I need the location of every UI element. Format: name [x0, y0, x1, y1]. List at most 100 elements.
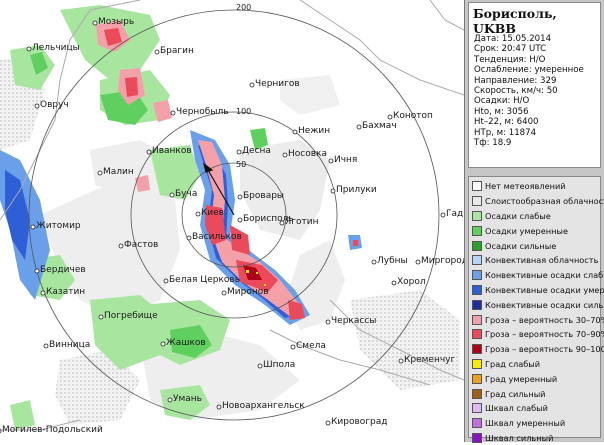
city-marker	[167, 397, 173, 403]
legend-item: Гроза – вероятность 70–90%	[469, 327, 604, 342]
city-label: Белая Церковь	[169, 275, 241, 285]
legend-item: Конвективные осадки слабые	[469, 268, 604, 283]
legend-swatch	[472, 210, 482, 221]
city-marker	[237, 217, 243, 223]
city-label: Шпола	[263, 360, 296, 370]
legend-label: Осадки сильные	[485, 240, 557, 251]
city-label: Бахмач	[362, 121, 397, 131]
city-label: Новоархангельск	[222, 401, 305, 411]
legend-swatch	[472, 270, 482, 281]
city-label: Чернобыль	[176, 107, 229, 117]
legend-item: Осадки сильные	[469, 238, 600, 253]
city-marker	[371, 259, 377, 265]
city-label: Фастов	[124, 240, 159, 250]
legend-item: Гроза – вероятность 30–70%	[469, 312, 604, 327]
city-marker	[398, 358, 404, 364]
legend-item: Град сильный	[469, 386, 600, 401]
city-marker	[325, 319, 331, 325]
info-line: Ослабление: умеренное	[474, 65, 584, 76]
city-label: Мозырь	[98, 17, 135, 27]
city-marker	[290, 344, 296, 350]
legend-swatch	[472, 432, 482, 443]
info-line: Ht–22, м: 6400	[474, 117, 539, 128]
city-marker	[26, 46, 32, 52]
city-label: Гадяч	[446, 209, 464, 219]
legend-label: Конвективные осадки умерен.	[485, 284, 604, 295]
city-marker	[163, 278, 169, 284]
city-marker	[356, 124, 362, 130]
station-parameters: Дата: 15.05.2014 Срок: 20:47 UTC Тенденция…	[469, 34, 584, 148]
city-label: Могилев-Подольский	[2, 425, 103, 435]
city-label: Кременчуг	[404, 355, 456, 365]
city-marker	[325, 420, 331, 426]
range-rings	[28, 9, 440, 421]
city-marker	[257, 363, 263, 369]
city-marker	[279, 220, 285, 226]
legend-item: Конвективные осадки сильные	[469, 297, 604, 312]
legend-label: Град сильный	[485, 388, 546, 399]
city-label: Лельчицы	[32, 43, 80, 53]
city-label: Носовка	[288, 149, 327, 159]
city-label: Конотоп	[393, 111, 433, 121]
legend-item: Град слабый	[469, 357, 600, 372]
legend-swatch	[472, 240, 482, 251]
city-marker	[292, 129, 298, 135]
city-label: Миргород	[421, 256, 464, 266]
city-marker	[249, 82, 255, 88]
legend-swatch	[472, 358, 482, 369]
city-label: Лубны	[377, 256, 408, 266]
legend-label: Осадки слабые	[485, 210, 551, 221]
city-marker	[40, 290, 46, 296]
info-line: Тенденция: Н/О	[474, 54, 546, 65]
legend-label: Гроза – вероятность 90–100%	[485, 344, 604, 355]
city-label: Винница	[49, 340, 91, 350]
legend-label: Град слабый	[485, 358, 541, 369]
info-line: Осадки: Н/О	[474, 96, 530, 107]
legend-item: Слоистообразная облачность	[469, 194, 604, 209]
city-marker	[146, 149, 152, 155]
legend-label: Нет метеоявлений	[485, 181, 566, 192]
legend-label: Град умеренный	[485, 373, 558, 384]
city-marker	[34, 103, 40, 109]
city-label: Овруч	[40, 100, 69, 110]
info-line: Тф: 18.9	[474, 138, 512, 149]
city-marker	[221, 290, 227, 296]
city-label: Малин	[103, 167, 134, 177]
city-marker	[391, 280, 397, 286]
city-label: Десна	[242, 146, 271, 156]
legend-item: Конвективная облачность	[469, 253, 600, 268]
city-label: Погребище	[104, 311, 158, 321]
info-line: Hto, м: 3056	[474, 106, 529, 117]
city-label: Васильков	[192, 232, 242, 242]
legend-label: Шквал сильный	[485, 432, 554, 443]
city-marker	[154, 49, 160, 55]
city-marker	[328, 158, 334, 164]
city-marker	[30, 224, 36, 230]
legend-item: Шквал сильный	[469, 431, 600, 445]
city-label: Яготин	[285, 217, 319, 227]
city-label: Миронов	[227, 287, 269, 297]
city-label: Борисполь	[243, 214, 294, 224]
legend-item: Град умеренный	[469, 371, 600, 386]
city-marker	[186, 235, 192, 241]
rivers-and-borders	[0, 0, 464, 431]
city-label: Прилуки	[336, 185, 377, 195]
city-marker	[282, 152, 288, 158]
info-line: Срок: 20:47 UTC	[474, 44, 547, 55]
info-line: Дата: 15.05.2014	[474, 34, 552, 44]
thunderstorm-cells	[96, 20, 358, 320]
city-marker	[160, 341, 166, 347]
city-label: Смела	[296, 341, 326, 351]
city-marker	[118, 243, 124, 249]
info-line: Направление: 329	[474, 75, 557, 86]
legend-swatch	[472, 314, 482, 325]
legend-item: Конвективные осадки умерен.	[469, 283, 604, 298]
legend-swatch	[472, 388, 482, 399]
city-label: Хорол	[397, 277, 426, 287]
legend-swatch	[472, 196, 482, 207]
legend-label: Осадки умеренные	[485, 225, 568, 236]
hail-marks	[246, 270, 266, 286]
city-marker	[440, 212, 446, 218]
legend-swatch	[472, 255, 482, 266]
city-marker	[170, 110, 176, 116]
